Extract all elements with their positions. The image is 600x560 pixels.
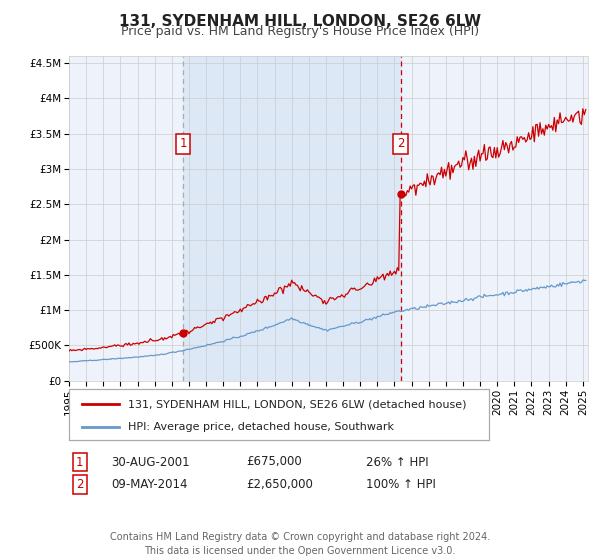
- Text: 09-MAY-2014: 09-MAY-2014: [111, 478, 187, 491]
- Text: 100% ↑ HPI: 100% ↑ HPI: [366, 478, 436, 491]
- Text: Contains HM Land Registry data © Crown copyright and database right 2024.
This d: Contains HM Land Registry data © Crown c…: [110, 531, 490, 556]
- Text: 26% ↑ HPI: 26% ↑ HPI: [366, 455, 428, 469]
- Text: £2,650,000: £2,650,000: [246, 478, 313, 491]
- Bar: [183, 56, 401, 381]
- Text: HPI: Average price, detached house, Southwark: HPI: Average price, detached house, Sout…: [128, 422, 394, 432]
- Text: 1: 1: [179, 137, 187, 150]
- Text: 2: 2: [397, 137, 404, 150]
- Text: 2: 2: [76, 478, 83, 491]
- Text: 30-AUG-2001: 30-AUG-2001: [111, 455, 190, 469]
- Text: 131, SYDENHAM HILL, LONDON, SE26 6LW (detached house): 131, SYDENHAM HILL, LONDON, SE26 6LW (de…: [128, 399, 466, 409]
- Text: Price paid vs. HM Land Registry's House Price Index (HPI): Price paid vs. HM Land Registry's House …: [121, 25, 479, 38]
- Text: £675,000: £675,000: [246, 455, 302, 469]
- Text: 1: 1: [76, 455, 83, 469]
- Text: 131, SYDENHAM HILL, LONDON, SE26 6LW: 131, SYDENHAM HILL, LONDON, SE26 6LW: [119, 14, 481, 29]
